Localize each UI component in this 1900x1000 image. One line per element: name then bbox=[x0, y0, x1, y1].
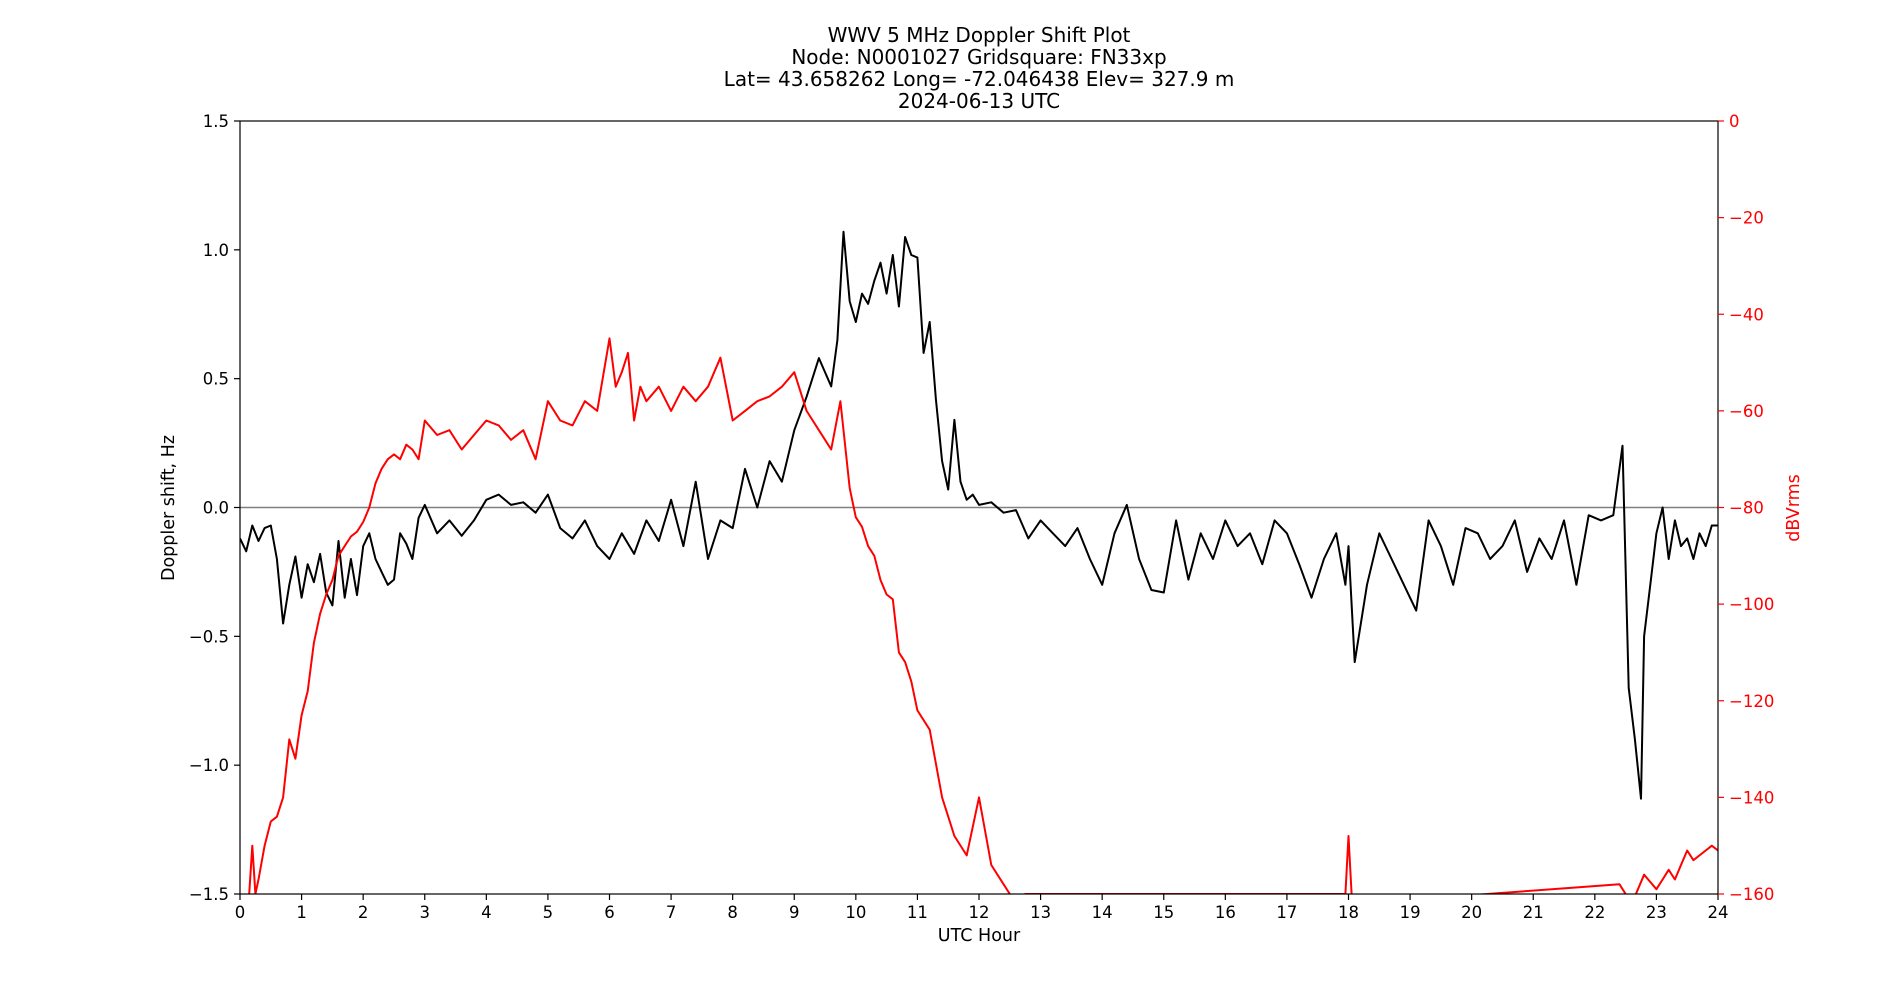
x-tick-label: 20 bbox=[1461, 903, 1482, 922]
x-tick-label: 6 bbox=[604, 903, 615, 922]
x-tick-label: 11 bbox=[907, 903, 928, 922]
y-tick-label: 0.5 bbox=[203, 370, 229, 389]
x-tick-label: 22 bbox=[1584, 903, 1605, 922]
x-axis-label: UTC Hour bbox=[938, 926, 1021, 946]
chart-title: WWV 5 MHz Doppler Shift Plot Node: N0001… bbox=[724, 23, 1235, 113]
x-tick-label: 4 bbox=[481, 903, 492, 922]
title-line-4: 2024-06-13 UTC bbox=[898, 89, 1060, 113]
x-tick-label: 16 bbox=[1215, 903, 1236, 922]
y2-tick-label: −60 bbox=[1729, 402, 1764, 421]
y-tick-label: 0.0 bbox=[203, 499, 229, 518]
x-tick-label: 10 bbox=[845, 903, 866, 922]
y2-tick-label: −80 bbox=[1729, 499, 1764, 518]
y2-tick-label: 0 bbox=[1729, 112, 1740, 131]
y2-tick-label: −40 bbox=[1729, 305, 1764, 324]
y-axis-label: Doppler shift, Hz bbox=[159, 435, 179, 581]
title-line-1: WWV 5 MHz Doppler Shift Plot bbox=[828, 23, 1131, 47]
x-tick-label: 19 bbox=[1400, 903, 1421, 922]
x-tick-label: 12 bbox=[969, 903, 990, 922]
y2-tick-label: −100 bbox=[1729, 595, 1774, 614]
y-tick-label: 1.5 bbox=[203, 112, 229, 131]
x-tick-label: 23 bbox=[1646, 903, 1667, 922]
x-axis: 0 1 2 3 4 5 6 7 8 9 10 11 12 13 14 15 16 17 18 19 20 21 22 23 24 bbox=[235, 894, 1729, 922]
x-tick-label: 8 bbox=[727, 903, 738, 922]
y-tick-label: 1.0 bbox=[203, 241, 229, 260]
x-tick-label: 7 bbox=[666, 903, 677, 922]
series-layer bbox=[240, 230, 1718, 894]
power-series-line bbox=[248, 337, 1718, 894]
y2-tick-label: −120 bbox=[1729, 692, 1774, 711]
y-axis-right: −160 −140 −120 −100 −80 −60 −40 −20 0 bbox=[1718, 112, 1774, 904]
x-tick-label: 1 bbox=[296, 903, 307, 922]
x-tick-label: 3 bbox=[420, 903, 431, 922]
x-tick-label: 17 bbox=[1276, 903, 1297, 922]
title-line-3: Lat= 43.658262 Long= -72.046438 Elev= 32… bbox=[724, 67, 1235, 91]
doppler-series-line bbox=[240, 230, 1718, 800]
y2-tick-label: −140 bbox=[1729, 788, 1774, 807]
y-tick-label: −0.5 bbox=[189, 627, 229, 646]
x-tick-label: 9 bbox=[789, 903, 800, 922]
x-tick-label: 0 bbox=[235, 903, 246, 922]
x-tick-label: 2 bbox=[358, 903, 369, 922]
y-tick-label: −1.5 bbox=[189, 885, 229, 904]
x-tick-label: 14 bbox=[1092, 903, 1113, 922]
x-tick-label: 21 bbox=[1523, 903, 1544, 922]
x-tick-label: 15 bbox=[1153, 903, 1174, 922]
x-tick-label: 5 bbox=[543, 903, 554, 922]
y-axis-left: −1.5 −1.0 −0.5 0.0 0.5 1.0 1.5 bbox=[189, 112, 240, 904]
x-tick-label: 18 bbox=[1338, 903, 1359, 922]
y2-tick-label: −20 bbox=[1729, 209, 1764, 228]
y2-axis-label: dBVrms bbox=[1784, 474, 1804, 542]
y-tick-label: −1.0 bbox=[189, 756, 229, 775]
x-tick-label: 13 bbox=[1030, 903, 1051, 922]
x-tick-label: 24 bbox=[1708, 903, 1729, 922]
y2-tick-label: −160 bbox=[1729, 885, 1774, 904]
title-line-2: Node: N0001027 Gridsquare: FN33xp bbox=[791, 45, 1166, 69]
